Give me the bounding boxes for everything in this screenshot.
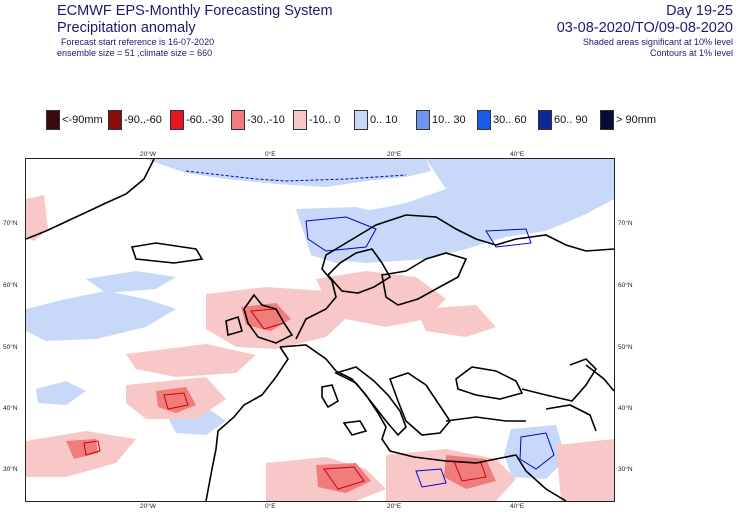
legend-swatch <box>416 110 430 130</box>
legend-label: > 90mm <box>616 114 657 126</box>
legend-label: <-90mm <box>62 114 103 126</box>
legend-swatch <box>293 110 307 130</box>
legend-swatch <box>46 110 60 130</box>
header-right: Day 19-25 03-08-2020/TO/09-08-2020 Shade… <box>557 3 733 59</box>
lon-tick-bottom: 20°E <box>387 503 402 510</box>
map-svg <box>26 159 614 501</box>
start-reference: Forecast start reference is 16-07-2020 <box>61 37 215 47</box>
legend-swatch <box>108 110 122 130</box>
legend-label: 60.. 90 <box>554 114 588 126</box>
legend-label: 0.. 10 <box>370 114 398 126</box>
lon-tick-top: 40°E <box>510 151 525 158</box>
legend-label: 10.. 30 <box>432 114 466 126</box>
coastlines <box>26 159 614 501</box>
lat-tick-left: 30°N <box>3 466 18 473</box>
legend-item: > 90mm <box>600 109 656 131</box>
lat-tick-left: 70°N <box>3 220 18 227</box>
lon-tick-top: 20°E <box>387 151 402 158</box>
lat-tick-right: 60°N <box>618 282 633 289</box>
anomaly-map <box>25 158 615 502</box>
lon-tick-top: 20°W <box>140 151 156 158</box>
legend-swatch <box>538 110 552 130</box>
lat-tick-right: 70°N <box>618 220 633 227</box>
legend-item: 30.. 60 <box>477 109 527 131</box>
lat-tick-right: 40°N <box>618 405 633 412</box>
legend-swatch <box>600 110 614 130</box>
legend-item: <-90mm <box>46 109 103 131</box>
legend-item: -10.. 0 <box>293 109 340 131</box>
day-range: Day 19-25 <box>666 3 733 19</box>
legend-item: -30..-10 <box>231 109 285 131</box>
lat-tick-left: 60°N <box>3 282 18 289</box>
legend-item: -90..-60 <box>108 109 162 131</box>
lon-tick-bottom: 20°W <box>140 503 156 510</box>
ensemble-info: ensemble size = 51 ,climate size = 660 <box>57 48 213 58</box>
legend-label: -30..-10 <box>247 114 285 126</box>
legend-label: -10.. 0 <box>309 114 341 126</box>
lon-tick-bottom: 40°E <box>510 503 525 510</box>
system-title: ECMWF EPS-Monthly Forecasting System <box>57 3 333 19</box>
contour-note: Contours at 1% level <box>649 48 733 58</box>
lat-tick-right: 50°N <box>618 344 633 351</box>
lat-tick-left: 40°N <box>3 405 18 412</box>
legend-swatch <box>477 110 491 130</box>
date-range: 03-08-2020/TO/09-08-2020 <box>556 20 733 36</box>
legend-item: 10.. 30 <box>416 109 466 131</box>
legend-label: 30.. 60 <box>493 114 527 126</box>
legend-swatch <box>354 110 368 130</box>
lat-tick-left: 50°N <box>3 344 18 351</box>
shaded-note: Shaded areas significant at 10% level <box>582 37 733 47</box>
legend-label: -60..-30 <box>186 114 224 126</box>
product-title: Precipitation anomaly <box>57 20 196 36</box>
legend-item: 0.. 10 <box>354 109 398 131</box>
legend-item: -60..-30 <box>170 109 224 131</box>
lon-tick-bottom: 0°E <box>265 503 276 510</box>
legend-item: 60.. 90 <box>538 109 588 131</box>
legend-label: -90..-60 <box>124 114 162 126</box>
legend-swatch <box>170 110 184 130</box>
lat-tick-right: 30°N <box>618 466 633 473</box>
legend-swatch <box>231 110 245 130</box>
lon-tick-top: 0°E <box>265 151 276 158</box>
header-left: ECMWF EPS-Monthly Forecasting System Pre… <box>57 3 333 59</box>
